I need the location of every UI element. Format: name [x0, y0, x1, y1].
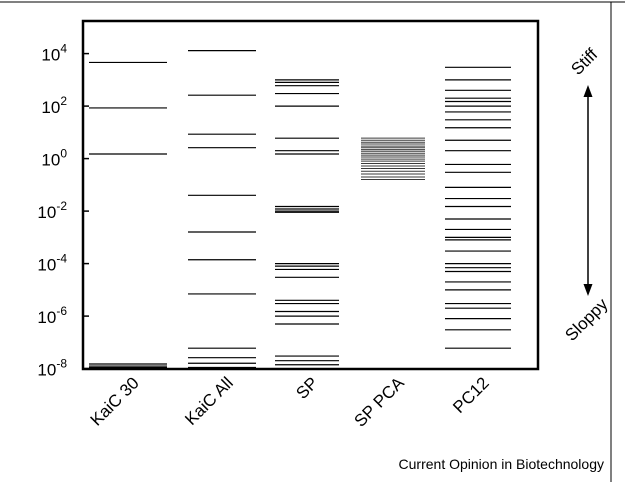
- y-tick-label: 104: [41, 42, 67, 65]
- stiff-label: Stiff: [567, 45, 601, 79]
- y-tick-label: 10-6: [37, 304, 67, 327]
- spectrum-column-2: [275, 79, 339, 366]
- x-category-label: KaiC All: [181, 373, 237, 429]
- y-tick-label: 10-4: [37, 252, 67, 275]
- x-category-label: PC12: [449, 373, 493, 417]
- spectrum-column-4: [445, 66, 511, 349]
- y-tick-label: 10-8: [37, 357, 67, 380]
- y-tick-label: 10-2: [37, 199, 67, 222]
- plot-frame: [81, 19, 540, 371]
- y-tick-label: 100: [41, 147, 67, 170]
- spectrum-column-3: [361, 137, 425, 180]
- x-axis-labels: KaiC 30 KaiC All SP SP PCA PC12: [87, 373, 493, 431]
- stiff-sloppy-arrow: [583, 85, 593, 296]
- x-category-label: KaiC 30: [87, 373, 143, 429]
- source-credit: Current Opinion in Biotechnology: [399, 456, 604, 472]
- spectrum-column-0: [89, 61, 167, 369]
- y-axis-ticks: 104 102 100 10-2 10-4 10-6 10-8: [37, 42, 89, 380]
- spectrum-column-1: [188, 50, 256, 369]
- sloppy-label: Sloppy: [561, 294, 612, 345]
- y-tick-label: 102: [41, 94, 67, 117]
- spectra-layer: [89, 50, 511, 369]
- x-category-label: SP PCA: [351, 373, 409, 431]
- x-category-label: SP: [292, 373, 321, 402]
